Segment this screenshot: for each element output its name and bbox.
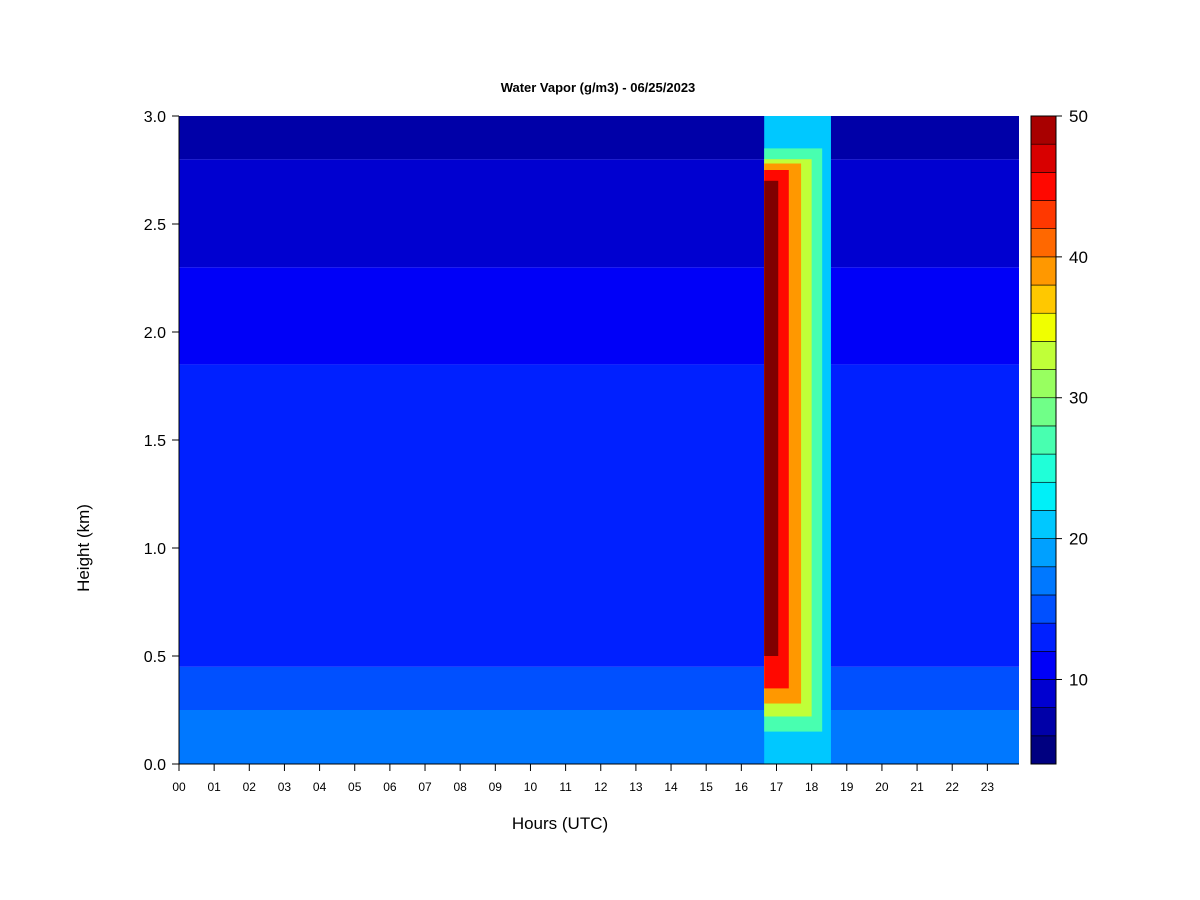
x-tick-label: 01	[207, 780, 221, 794]
vapor-band-1	[179, 666, 1019, 710]
colorbar-tick-label: 20	[1069, 530, 1088, 549]
colorbar-level-0	[1030, 735, 1057, 765]
colorbar: 10 20 30 40 50	[1030, 107, 1088, 765]
x-tick-label: 07	[418, 780, 432, 794]
vapor-band-4	[179, 159, 1019, 268]
colorbar-level-18	[1030, 228, 1057, 258]
x-tick-label: 19	[840, 780, 854, 794]
x-tick-label: 00	[172, 780, 186, 794]
y-tick-label: 1.0	[144, 541, 166, 558]
x-tick-label: 05	[348, 780, 362, 794]
x-tick-label: 11	[559, 780, 572, 794]
colorbar-level-11	[1030, 425, 1057, 455]
x-tick-label: 04	[313, 780, 327, 794]
x-tick-label: 02	[243, 780, 257, 794]
vapor-column-level-5	[764, 180, 779, 657]
x-axis: 00 01 02 03 04 05 06 07 08 09 10 11 12 13 14 15 16 17 18 19…	[172, 763, 1019, 794]
x-tick-label: 03	[278, 780, 292, 794]
y-tick-label: 2.5	[144, 217, 166, 234]
y-tick-label: 3.0	[144, 109, 166, 126]
colorbar-level-3	[1030, 651, 1057, 680]
x-tick-label: 15	[700, 780, 714, 794]
x-tick-label: 09	[489, 780, 503, 794]
colorbar-level-7	[1030, 538, 1057, 568]
x-tick-label: 12	[594, 780, 608, 794]
x-tick-label: 23	[981, 780, 995, 794]
chart-title: Water Vapor (g/m3) - 06/25/2023	[501, 80, 696, 95]
colorbar-tick-label: 40	[1069, 248, 1088, 267]
x-tick-label: 06	[383, 780, 397, 794]
colorbar-level-16	[1030, 284, 1057, 314]
colorbar-level-2	[1030, 679, 1057, 708]
colorbar-frame	[1030, 115, 1057, 765]
colorbar-level-13	[1030, 369, 1057, 399]
y-tick-label: 1.5	[144, 433, 166, 450]
colorbar-level-1	[1030, 707, 1057, 737]
y-tick-label: 0.5	[144, 649, 166, 666]
x-tick-label: 17	[770, 780, 784, 794]
y-axis-label: Height (km)	[74, 504, 93, 592]
colorbar-level-15	[1030, 312, 1057, 342]
colorbar-level-6	[1030, 566, 1057, 596]
y-tick-label: 2.0	[144, 325, 166, 342]
colorbar-level-19	[1030, 200, 1057, 229]
x-axis-label: Hours (UTC)	[512, 814, 608, 833]
colorbar-level-20	[1030, 172, 1057, 201]
x-tick-label: 18	[805, 780, 819, 794]
vapor-band-3	[179, 267, 1019, 365]
colorbar-level-10	[1030, 453, 1057, 483]
vapor-band-2	[179, 364, 1019, 667]
colorbar-level-17	[1030, 256, 1057, 286]
colorbar-level-22	[1030, 115, 1057, 145]
x-tick-label: 21	[910, 780, 924, 794]
colorbar-level-4	[1030, 622, 1057, 652]
colorbar-level-12	[1030, 397, 1057, 427]
colorbar-tick-label: 10	[1069, 670, 1088, 689]
vapor-band-0	[179, 710, 1019, 764]
vapor-band-5	[179, 116, 1019, 160]
y-tick-label: 0.0	[144, 757, 166, 774]
colorbar-level-9	[1030, 481, 1057, 511]
x-tick-label: 08	[453, 780, 467, 794]
x-tick-label: 14	[664, 780, 678, 794]
x-tick-label: 20	[875, 780, 889, 794]
colorbar-level-5	[1030, 594, 1057, 624]
colorbar-level-14	[1030, 341, 1057, 370]
plot-area	[179, 116, 1019, 764]
x-tick-label: 10	[524, 780, 538, 794]
colorbar-level-8	[1030, 510, 1057, 539]
colorbar-tick-label: 30	[1069, 389, 1088, 408]
x-tick-label: 16	[735, 780, 749, 794]
y-axis: 0.0 0.5 1.0 1.5 2.0 2.5 3.0	[144, 109, 180, 774]
x-tick-label: 22	[946, 780, 960, 794]
colorbar-level-21	[1030, 143, 1057, 173]
x-tick-label: 13	[629, 780, 643, 794]
colorbar-tick-label: 50	[1069, 107, 1088, 126]
